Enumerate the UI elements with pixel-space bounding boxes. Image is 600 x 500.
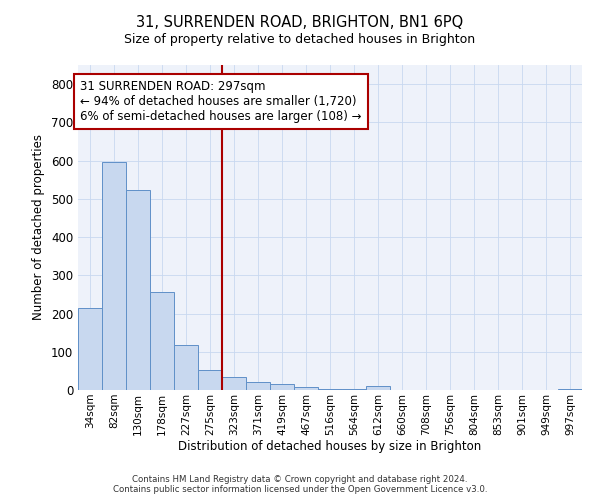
Text: 31, SURRENDEN ROAD, BRIGHTON, BN1 6PQ: 31, SURRENDEN ROAD, BRIGHTON, BN1 6PQ	[136, 15, 464, 30]
Bar	[78, 308, 102, 390]
X-axis label: Distribution of detached houses by size in Brighton: Distribution of detached houses by size …	[178, 440, 482, 454]
Bar	[150, 292, 174, 390]
Bar	[318, 389, 342, 390]
Bar	[198, 370, 222, 390]
Bar	[558, 389, 582, 390]
Y-axis label: Number of detached properties: Number of detached properties	[32, 134, 46, 320]
Bar	[126, 190, 150, 390]
Text: Size of property relative to detached houses in Brighton: Size of property relative to detached ho…	[124, 32, 476, 46]
Bar	[366, 386, 390, 390]
Bar	[222, 378, 246, 390]
Bar	[270, 384, 294, 390]
Bar	[174, 346, 198, 390]
Text: 31 SURRENDEN ROAD: 297sqm
← 94% of detached houses are smaller (1,720)
6% of sem: 31 SURRENDEN ROAD: 297sqm ← 94% of detac…	[80, 80, 362, 124]
Bar	[102, 162, 126, 390]
Bar	[246, 382, 270, 390]
Bar	[342, 389, 366, 390]
Text: Contains HM Land Registry data © Crown copyright and database right 2024.
Contai: Contains HM Land Registry data © Crown c…	[113, 474, 487, 494]
Bar	[294, 388, 318, 390]
